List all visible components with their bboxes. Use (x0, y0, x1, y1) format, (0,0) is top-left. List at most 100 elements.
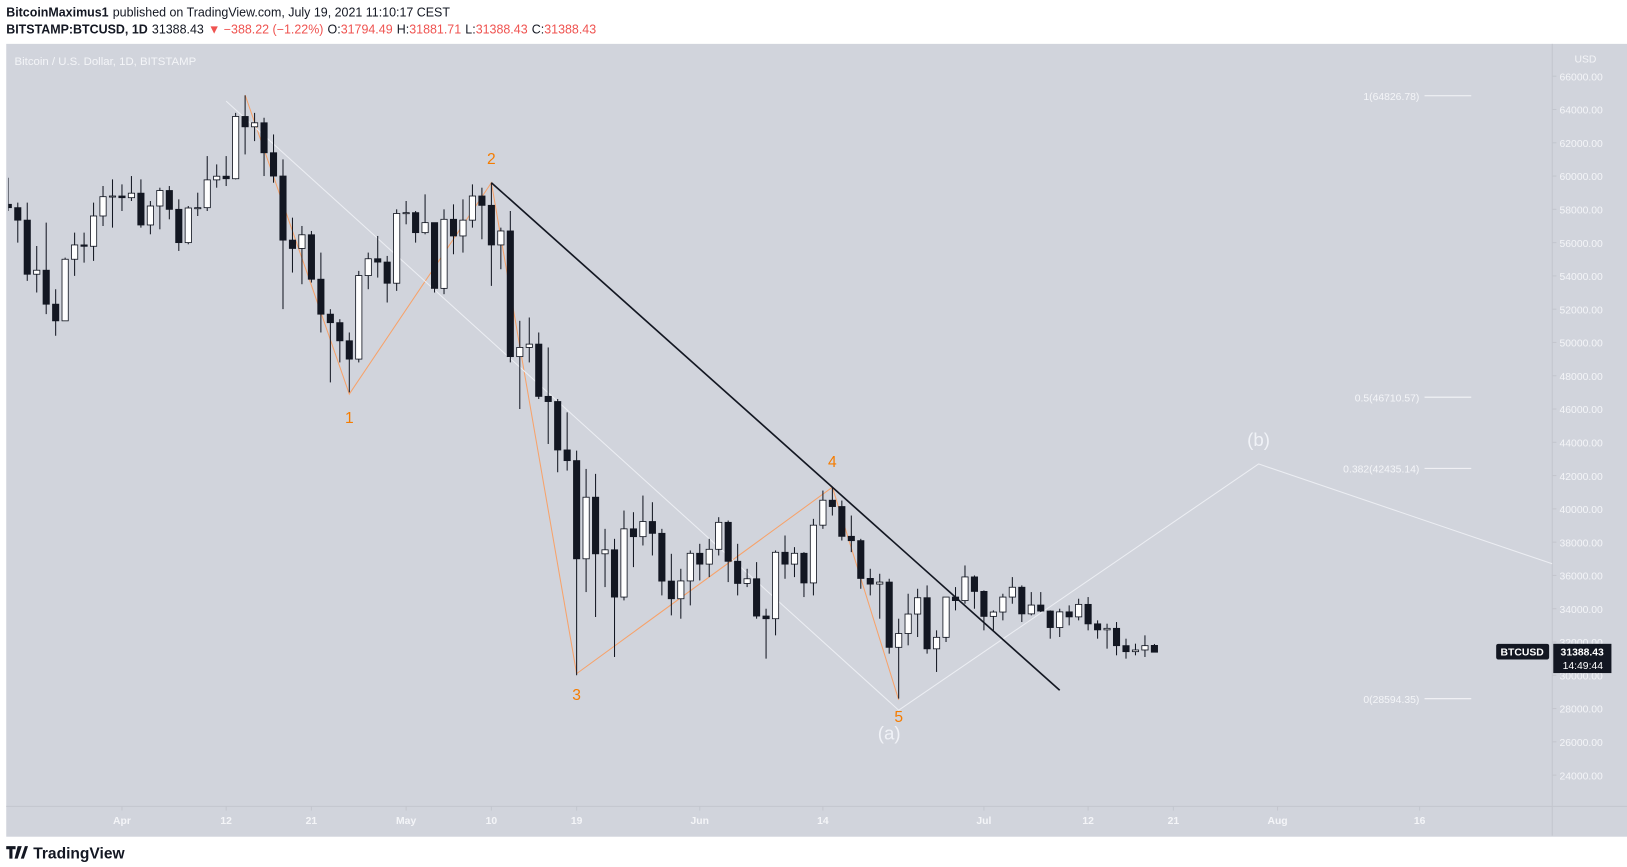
candle-body (478, 195, 486, 206)
chart-area (6, 43, 1627, 837)
trendline (490, 182, 1061, 691)
candle-body (402, 212, 410, 215)
candle-body (326, 313, 334, 324)
candle-body (535, 343, 543, 397)
candle-body (885, 581, 893, 648)
x-tick-label: 21 (1168, 816, 1180, 827)
candle-body (317, 278, 325, 315)
fib-label: 1(64826.78) (1363, 92, 1419, 103)
author: BitcoinMaximus1 (6, 6, 108, 20)
candle-body (554, 401, 562, 451)
candle-body (686, 552, 694, 582)
logo (6, 846, 29, 859)
brand: TradingView (6, 846, 125, 863)
candle-body (923, 597, 931, 650)
y-tick-label: 44000.00 (1560, 438, 1603, 449)
candle-body (771, 551, 780, 620)
header-field: L: (465, 22, 475, 36)
wave-label: (a) (878, 723, 901, 744)
countdown: 14:49:44 (1563, 661, 1604, 672)
candle-body (629, 528, 637, 538)
x-tick-label: 12 (220, 816, 232, 827)
y-tick-label: 54000.00 (1560, 272, 1603, 283)
y-tick-label: 46000.00 (1560, 405, 1603, 416)
candle-body (345, 340, 353, 360)
y-tick-label: 64000.00 (1560, 106, 1603, 117)
candle-body (288, 239, 297, 249)
price-tag-box (1553, 643, 1612, 674)
x-tick-label: Aug (1267, 816, 1287, 827)
y-tick-label: 58000.00 (1560, 205, 1603, 216)
candle-body (951, 596, 960, 601)
fib-label: 0.382(42435.14) (1343, 465, 1419, 476)
candle-body (866, 578, 874, 585)
chart-legend: Bitcoin / U.S. Dollar, 1D, BITSTAMP (15, 56, 197, 68)
wave-label: 2 (487, 151, 496, 168)
candle-body (838, 506, 846, 537)
currency: USD (1575, 55, 1597, 66)
candle-body (279, 175, 287, 241)
candle-body (573, 460, 581, 560)
candle-body (506, 230, 514, 358)
candle-body (213, 175, 221, 181)
published: published on TradingView.com, July 19, 2… (113, 6, 451, 20)
header-field: ▼ −388.22 (−1.22%) (208, 22, 323, 36)
header-field: C: (532, 22, 544, 36)
candle-body (307, 234, 315, 280)
y-tick-label: 42000.00 (1560, 472, 1603, 483)
candle-body (715, 521, 723, 550)
y-tick-label: 66000.00 (1560, 72, 1603, 83)
candle-body (374, 258, 382, 263)
candle-body (933, 636, 941, 650)
x-tick-label: Jul (976, 816, 991, 827)
candle-body (440, 218, 448, 289)
candle-body (99, 196, 107, 217)
candle-body (298, 234, 306, 249)
candle-body (1075, 603, 1083, 618)
candle-body (904, 613, 912, 634)
header-field: O: (328, 22, 341, 36)
fib-label: 0.5(46710.57) (1355, 393, 1420, 404)
header-field: BITSTAMP:BTCUSD, 1D (6, 22, 148, 36)
x-tick-label: Apr (113, 816, 131, 827)
wave-label: 5 (894, 709, 903, 726)
candle-body (336, 322, 344, 342)
wave-label: (b) (1247, 429, 1270, 450)
candle-body (468, 195, 476, 221)
candle-body (847, 535, 855, 542)
candle-body (156, 190, 164, 207)
candle-body (1103, 627, 1111, 631)
candle-body (895, 633, 903, 648)
plot: 1 2 3 4 5(a) (b) 1(64826.78) 0.5(46710.57) 0.382… (8, 92, 1553, 744)
candle-body (459, 219, 467, 237)
candle-body (563, 449, 571, 462)
header-field: 31388.43 (544, 22, 596, 36)
symbol-tag-box (1496, 643, 1550, 660)
candle-body (828, 499, 836, 507)
fib-label: 0(28594.35) (1363, 695, 1419, 706)
candle-body (137, 192, 145, 226)
candle-body (8, 203, 12, 209)
x-tick-label: 19 (571, 816, 583, 827)
candle-body (1112, 627, 1121, 647)
candle-body (610, 549, 619, 598)
candle-body (1150, 645, 1158, 653)
price-tag: 31388.43 (1561, 647, 1604, 658)
candle-body (1056, 611, 1064, 628)
candle-body (232, 116, 240, 180)
candle-body (620, 528, 628, 598)
candle-body (222, 175, 230, 180)
candle-body (753, 578, 761, 617)
candle-body (743, 578, 751, 584)
candle-body (999, 596, 1007, 613)
candle-body (705, 548, 713, 565)
candle-body (175, 208, 183, 244)
x-tick-label: 14 (817, 816, 829, 827)
x-tick-label: 10 (486, 816, 498, 827)
candle-body (762, 615, 770, 620)
y-tick-label: 50000.00 (1560, 339, 1603, 350)
candle-body (677, 580, 685, 600)
y-tick-label: 36000.00 (1560, 572, 1603, 583)
y-tick-label: 38000.00 (1560, 538, 1603, 549)
